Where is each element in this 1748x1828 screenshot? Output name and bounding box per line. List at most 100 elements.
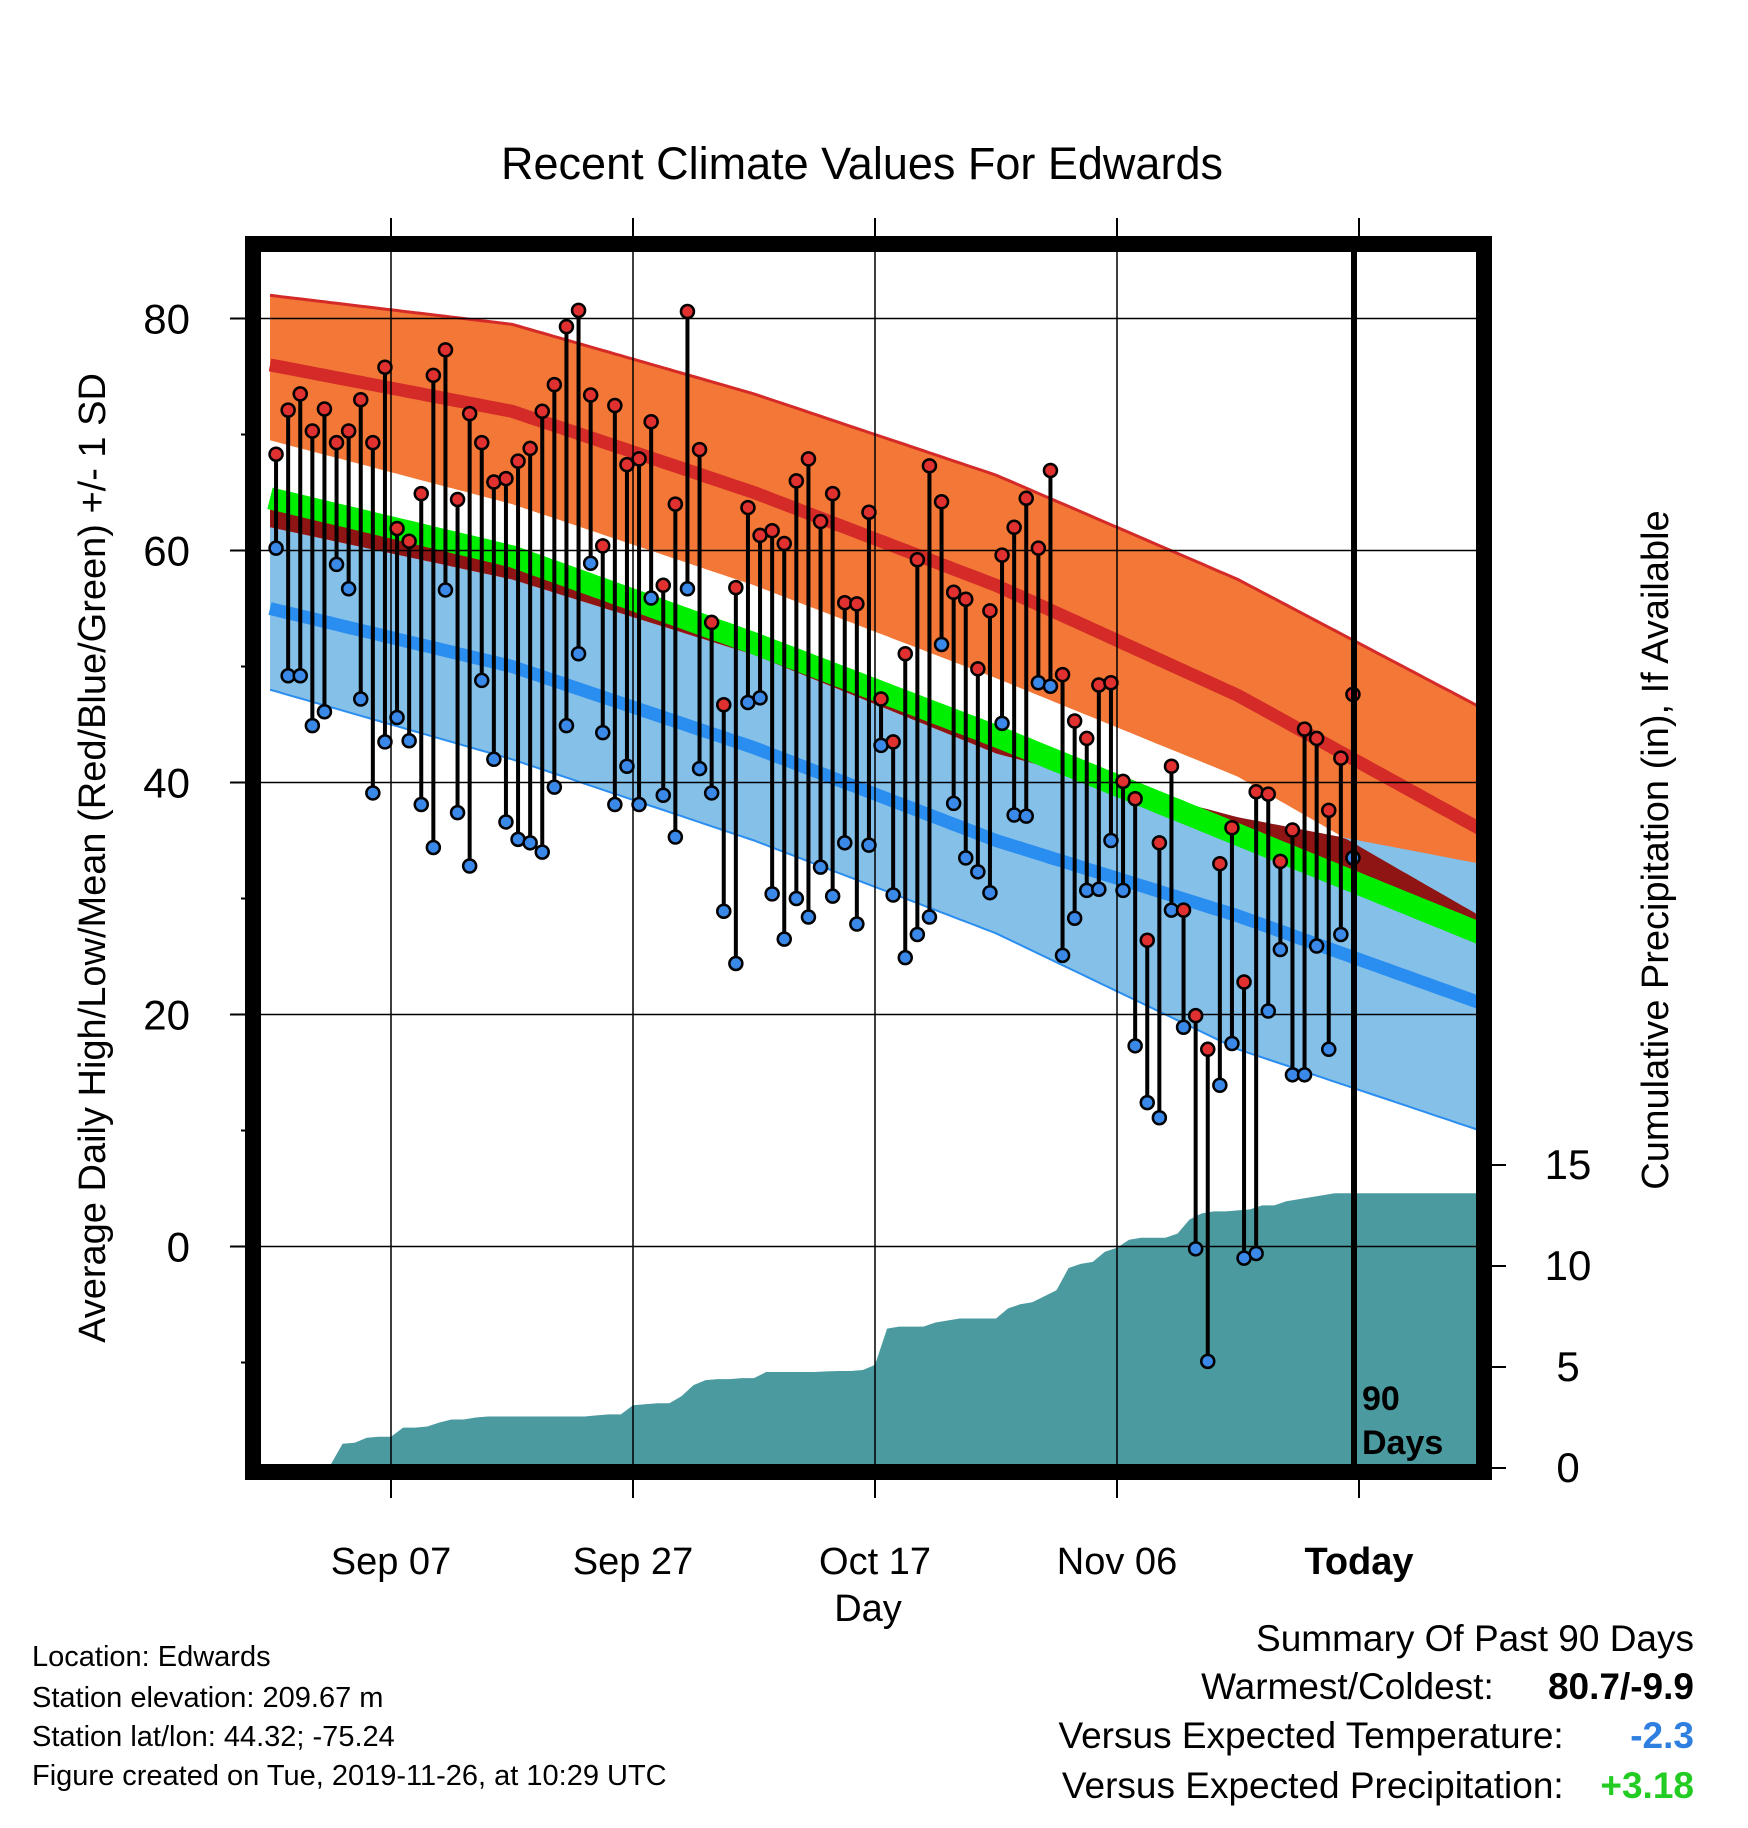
low-temp-point bbox=[413, 796, 429, 813]
high-temp-point bbox=[1091, 677, 1107, 693]
high-temp-point bbox=[461, 405, 478, 422]
low-temp-point bbox=[1187, 1241, 1204, 1257]
low-temp-point bbox=[728, 955, 744, 972]
high-temp-point bbox=[1006, 519, 1022, 536]
high-temp-point bbox=[873, 691, 889, 707]
low-temp-point bbox=[595, 724, 611, 741]
today-marker-line1: 90 bbox=[1362, 1380, 1400, 1418]
high-temp-point bbox=[776, 535, 792, 552]
high-temp-point bbox=[728, 579, 744, 596]
low-temp-point bbox=[679, 581, 696, 597]
low-normal-line bbox=[268, 602, 1476, 1009]
warmest-value: 80.7/-9.9 bbox=[1547, 1666, 1694, 1707]
summary-precip-row: Versus Expected Precipitation: +3.18 bbox=[1062, 1765, 1694, 1807]
low-temp-point bbox=[945, 795, 962, 812]
plot-area: 90 Days bbox=[245, 236, 1492, 1480]
summary-warmest-row: Warmest/Coldest: 80.7/-9.9 bbox=[1201, 1666, 1694, 1708]
y2-tick-label: 5 bbox=[1556, 1343, 1579, 1390]
low-temp-point bbox=[498, 814, 514, 830]
high-temp-point bbox=[510, 453, 526, 469]
low-temp-point bbox=[1066, 910, 1083, 926]
low-normal-band bbox=[270, 527, 1476, 1130]
high-temp-point bbox=[1018, 490, 1034, 507]
low-temp-point bbox=[522, 835, 538, 851]
low-temp-point bbox=[631, 796, 647, 813]
high-temp-point bbox=[933, 494, 950, 510]
low-temp-point bbox=[1042, 678, 1059, 694]
high-temp-point bbox=[1127, 790, 1143, 807]
high-temp-point bbox=[703, 614, 720, 631]
high-temp-point bbox=[764, 523, 780, 539]
x-tick-label: Sep 07 bbox=[331, 1541, 451, 1583]
low-temp-point bbox=[1224, 1035, 1240, 1052]
low-temp-point bbox=[461, 858, 478, 874]
low-temp-point bbox=[304, 717, 321, 734]
high-temp-point bbox=[570, 302, 587, 319]
low-lower-edge bbox=[269, 688, 1476, 1131]
low-temp-point bbox=[340, 581, 357, 597]
low-temp-point bbox=[1248, 1245, 1264, 1262]
low-temp-point bbox=[377, 734, 393, 750]
high-temp-point bbox=[1079, 730, 1095, 747]
low-temp-point bbox=[389, 709, 405, 726]
high-normal-band bbox=[270, 295, 1476, 914]
station-elevation: Station elevation: 209.67 m bbox=[32, 1682, 384, 1714]
low-temp-point bbox=[716, 903, 732, 920]
high-temp-point bbox=[679, 303, 696, 320]
y-tick-label: 80 bbox=[143, 296, 190, 343]
today-marker-label: 90 Days bbox=[1362, 1380, 1443, 1462]
y2-tick-label: 0 bbox=[1556, 1444, 1579, 1491]
x-axis-label: Day bbox=[834, 1588, 902, 1630]
low-temp-point bbox=[316, 703, 333, 720]
low-temp-point bbox=[1200, 1353, 1216, 1370]
low-temp-point bbox=[643, 590, 659, 606]
high-temp-point bbox=[945, 584, 962, 601]
high-temp-point bbox=[716, 697, 732, 713]
high-temp-point bbox=[897, 645, 913, 662]
high-temp-point bbox=[1042, 462, 1059, 479]
high-temp-point bbox=[1054, 666, 1071, 683]
warmest-label: Warmest/Coldest: bbox=[1201, 1666, 1494, 1707]
summary-title: Summary Of Past 90 Days bbox=[1256, 1618, 1694, 1659]
x-tick-label: Today bbox=[1304, 1541, 1413, 1583]
low-temp-point bbox=[800, 909, 817, 925]
y-tick-label: 0 bbox=[167, 1224, 190, 1271]
low-temp-point bbox=[812, 859, 829, 875]
low-temp-point bbox=[970, 864, 986, 880]
y2-tick-label: 10 bbox=[1545, 1242, 1592, 1289]
high-temp-point bbox=[1248, 784, 1264, 800]
high-temp-point bbox=[643, 413, 659, 430]
low-temp-point bbox=[268, 540, 284, 556]
low-temp-point bbox=[425, 839, 442, 856]
low-temp-point bbox=[837, 835, 853, 851]
high-temp-point bbox=[1139, 932, 1155, 949]
high-temp-point bbox=[1236, 974, 1252, 990]
high-temp-point bbox=[1272, 853, 1289, 870]
high-temp-point bbox=[389, 520, 405, 537]
low-temp-point bbox=[655, 787, 671, 804]
low-temp-point bbox=[933, 636, 950, 653]
high-temp-point bbox=[1308, 730, 1325, 747]
low-temp-point bbox=[776, 931, 792, 947]
daily-markers bbox=[268, 302, 1361, 1370]
low-temp-point bbox=[534, 844, 550, 860]
low-temp-point bbox=[958, 850, 974, 866]
high-temp-point bbox=[824, 485, 841, 502]
high-temp-point bbox=[1175, 902, 1192, 918]
x-tick-label: Oct 17 bbox=[819, 1541, 931, 1583]
y-tick-label: 60 bbox=[143, 528, 190, 575]
high-temp-point bbox=[1296, 721, 1313, 737]
low-temp-point bbox=[1333, 926, 1349, 943]
high-temp-point bbox=[292, 386, 308, 402]
y2-tick-label: 15 bbox=[1545, 1141, 1592, 1188]
high-temp-point bbox=[1151, 835, 1168, 851]
figure-created: Figure created on Tue, 2019-11-26, at 10… bbox=[32, 1760, 667, 1792]
high-temp-point bbox=[1321, 802, 1337, 819]
high-temp-point bbox=[304, 423, 321, 439]
high-temp-point bbox=[474, 434, 490, 451]
high-temp-point bbox=[788, 473, 805, 489]
high-temp-point bbox=[268, 446, 284, 462]
high-temp-point bbox=[413, 485, 429, 502]
low-temp-point bbox=[486, 751, 502, 768]
